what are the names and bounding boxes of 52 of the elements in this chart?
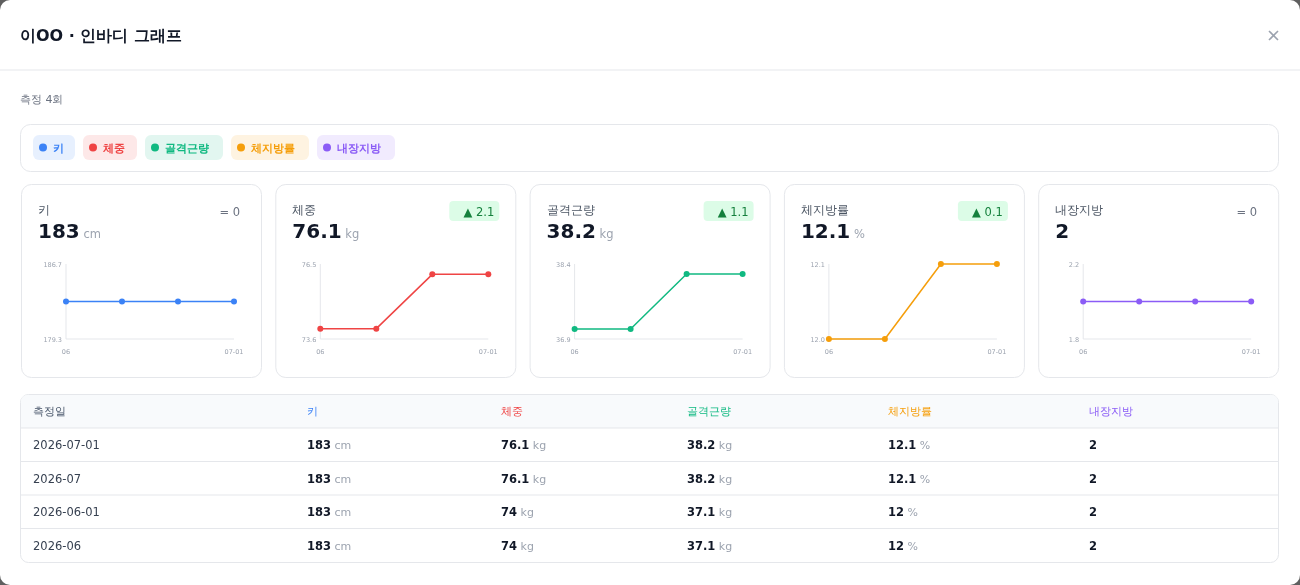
- text: 12.1 %: [888, 471, 931, 486]
- text: 2: [1089, 538, 1098, 553]
- text: 2: [1089, 438, 1098, 452]
- text: 38.2 kg: [687, 438, 733, 452]
- chart-title: 키: [38, 203, 50, 217]
- text: 183 cm: [307, 538, 352, 553]
- category-label: 키: [307, 405, 318, 418]
- text: 76.1 kg: [501, 438, 547, 452]
- chart-subtitle: 2: [1055, 219, 1070, 243]
- category-label: 골격근량: [687, 405, 731, 418]
- text: 2026-06-01: [33, 505, 100, 519]
- category-label: 내장지방: [1089, 405, 1133, 418]
- chart-subtitle: 76.1 kg: [292, 219, 360, 243]
- text: 76.1 kg: [501, 471, 547, 486]
- text: 이OO · 인바디 그래프: [20, 26, 182, 45]
- text: 37.1 kg: [687, 538, 733, 553]
- text: = 0: [219, 205, 240, 219]
- text: = 0: [1236, 205, 1258, 219]
- text: ▲ 1.1: [717, 205, 749, 219]
- chart-title: 체중: [292, 203, 317, 217]
- chart-subtitle: 38.2 kg: [546, 219, 614, 243]
- chart-subtitle: 183 cm: [38, 219, 101, 243]
- text: 2: [1089, 505, 1098, 519]
- text: 183 cm: [307, 438, 352, 452]
- chart-title: 내장지방: [1055, 203, 1104, 217]
- text: 12 %: [888, 538, 918, 553]
- text: ▲ 0.1: [972, 205, 1003, 219]
- text: 2026-06: [33, 538, 82, 553]
- text: 38.2 kg: [687, 471, 733, 486]
- text: ▲ 2.1: [463, 205, 495, 219]
- category-label: 체중: [501, 405, 523, 418]
- category-label: 내장지방: [337, 142, 381, 155]
- chart-title: 골격근량: [546, 203, 595, 217]
- category-label: 체중: [102, 142, 125, 155]
- chart-subtitle: 12.1 %: [800, 219, 865, 243]
- category-label: 체지방률: [888, 405, 932, 418]
- text: 2026-07-01: [33, 438, 100, 452]
- category-label: 골격근량: [165, 142, 209, 155]
- text: 12 %: [888, 505, 918, 519]
- text: 측정 4회: [20, 93, 64, 106]
- text: 74 kg: [501, 505, 534, 519]
- text: 183 cm: [307, 505, 352, 519]
- text: 2: [1089, 471, 1098, 486]
- category-label: 체지방률: [250, 142, 295, 155]
- category-label: 측정일: [33, 405, 66, 418]
- text: 37.1 kg: [687, 505, 733, 519]
- text: 183 cm: [307, 471, 352, 486]
- text: 12.1 %: [888, 438, 931, 452]
- category-label: 키: [53, 142, 64, 155]
- chart-title: 체지방률: [800, 203, 849, 217]
- text: 74 kg: [501, 538, 534, 553]
- text: 2026-07: [33, 471, 82, 486]
